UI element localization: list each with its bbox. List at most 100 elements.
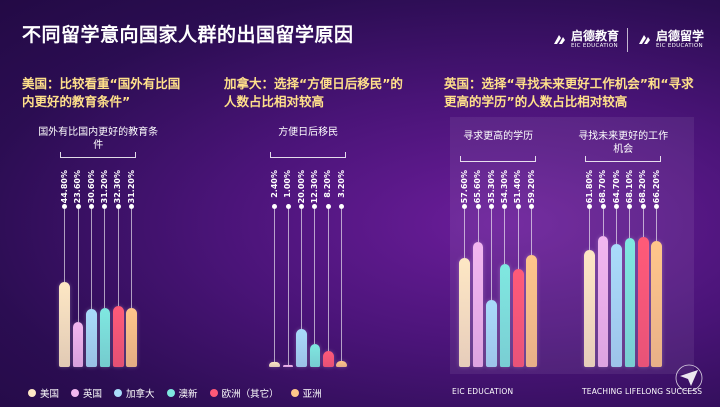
legend-item-asia: 亚洲 bbox=[290, 386, 322, 400]
guide-line bbox=[301, 209, 302, 329]
guide-line bbox=[131, 209, 133, 308]
headline-canada: 加拿大：选择“方便日后移民”的人数占比相对较高 bbox=[224, 76, 403, 109]
bar bbox=[597, 236, 609, 367]
legend: 美国 英国 加拿大 澳新 欧洲（其它） 亚洲 bbox=[28, 386, 322, 400]
legend-item-us: 美国 bbox=[28, 386, 59, 400]
guide-dot bbox=[640, 204, 646, 209]
guide-dot bbox=[462, 204, 468, 209]
page-title: 不同留学意向国家人群的出国留学原因 bbox=[22, 24, 354, 46]
guide-dot bbox=[62, 204, 68, 209]
guide-dot bbox=[272, 204, 278, 209]
logo-cn-text: 启德教育 bbox=[570, 29, 619, 44]
value-label: 35.30% bbox=[486, 170, 496, 204]
guide-dot bbox=[600, 204, 606, 209]
guide-line bbox=[104, 209, 106, 308]
guide-line bbox=[117, 209, 119, 306]
guide-line bbox=[642, 209, 644, 238]
footer-right: TEACHING LIFELONG SUCCESS bbox=[582, 387, 703, 396]
guide-line bbox=[274, 209, 276, 363]
guide-dot bbox=[325, 204, 331, 209]
footer-left: EIC EDUCATION bbox=[452, 387, 514, 396]
value-label: 61.80% bbox=[584, 170, 594, 204]
guide-dot bbox=[339, 204, 345, 209]
guide-line bbox=[656, 209, 658, 242]
value-label: 59.20% bbox=[526, 170, 536, 204]
logo-group: 启德教育 EIC EDUCATION 启德留学 EIC EDUCATION bbox=[551, 28, 704, 52]
bar bbox=[651, 241, 662, 367]
guide-line bbox=[314, 209, 316, 344]
guide-dot bbox=[475, 204, 481, 209]
guide-line bbox=[77, 209, 79, 323]
bar bbox=[486, 299, 497, 367]
value-label: 68.10% bbox=[624, 170, 634, 204]
eic-logo-icon bbox=[638, 35, 650, 44]
chart-bracket bbox=[270, 152, 347, 158]
value-label: 31.20% bbox=[99, 170, 109, 204]
guide-dot bbox=[627, 204, 633, 209]
chart-bracket bbox=[585, 156, 662, 162]
bar bbox=[86, 308, 97, 367]
value-label: 57.60% bbox=[459, 170, 469, 204]
value-label: 64.70% bbox=[611, 170, 621, 204]
legend-swatch bbox=[166, 389, 175, 397]
bar bbox=[624, 237, 636, 367]
guide-dot bbox=[502, 204, 508, 209]
legend-label: 澳新 bbox=[178, 389, 198, 400]
guide-dot bbox=[515, 204, 521, 209]
legend-swatch bbox=[114, 389, 123, 397]
value-label: 2.40% bbox=[269, 170, 279, 198]
value-label: 66.20% bbox=[651, 170, 661, 204]
guide-dot bbox=[529, 204, 535, 209]
bar bbox=[269, 362, 280, 367]
bar bbox=[323, 351, 334, 367]
chart-bracket bbox=[60, 152, 137, 158]
value-label: 3.20% bbox=[336, 170, 346, 198]
bar bbox=[59, 281, 70, 367]
guide-dot bbox=[285, 204, 291, 209]
logo-eic-education: 启德教育 EIC EDUCATION bbox=[551, 30, 619, 50]
bar bbox=[126, 307, 137, 367]
value-label: 30.60% bbox=[86, 170, 96, 204]
guide-dot bbox=[312, 204, 318, 209]
value-label: 31.20% bbox=[126, 170, 136, 204]
guide-dot bbox=[654, 204, 660, 209]
guide-line bbox=[517, 209, 519, 270]
legend-label: 欧洲（其它） bbox=[221, 389, 279, 400]
value-label: 20.00% bbox=[296, 170, 306, 204]
bar bbox=[459, 257, 470, 367]
bar bbox=[99, 307, 111, 367]
guide-line bbox=[616, 209, 617, 245]
guide-line bbox=[91, 209, 92, 309]
legend-label: 亚洲 bbox=[302, 389, 322, 400]
guide-line bbox=[531, 209, 533, 255]
chart-bracket bbox=[460, 156, 537, 162]
legend-item-europe-other: 欧洲（其它） bbox=[209, 386, 279, 400]
guide-line bbox=[64, 209, 66, 282]
legend-item-uk: 英国 bbox=[71, 386, 102, 400]
value-label: 68.70% bbox=[598, 170, 608, 204]
logo-en-text: EIC EDUCATION bbox=[655, 43, 703, 50]
guide-dot bbox=[115, 204, 121, 209]
bar bbox=[611, 244, 622, 367]
value-label: 54.30% bbox=[499, 170, 509, 204]
logo-separator bbox=[626, 28, 628, 52]
guide-line bbox=[341, 209, 343, 361]
legend-label: 美国 bbox=[40, 389, 60, 400]
guide-line bbox=[464, 209, 466, 258]
guide-line bbox=[287, 209, 289, 366]
bar bbox=[282, 365, 294, 367]
bar bbox=[336, 360, 347, 367]
guide-dot bbox=[614, 204, 619, 209]
bar bbox=[296, 329, 307, 367]
guide-dot bbox=[89, 204, 94, 209]
value-label: 23.60% bbox=[73, 170, 83, 204]
bar bbox=[638, 237, 649, 367]
guide-dot bbox=[489, 204, 494, 209]
guide-dot bbox=[75, 204, 81, 209]
chart-label: 寻求更高的学历 bbox=[463, 131, 534, 142]
chart-label: 寻找未来更好的工作机会 bbox=[578, 131, 669, 155]
bar bbox=[72, 322, 84, 367]
bar bbox=[513, 269, 524, 367]
paper-plane-icon bbox=[675, 364, 703, 392]
legend-swatch bbox=[290, 389, 299, 397]
